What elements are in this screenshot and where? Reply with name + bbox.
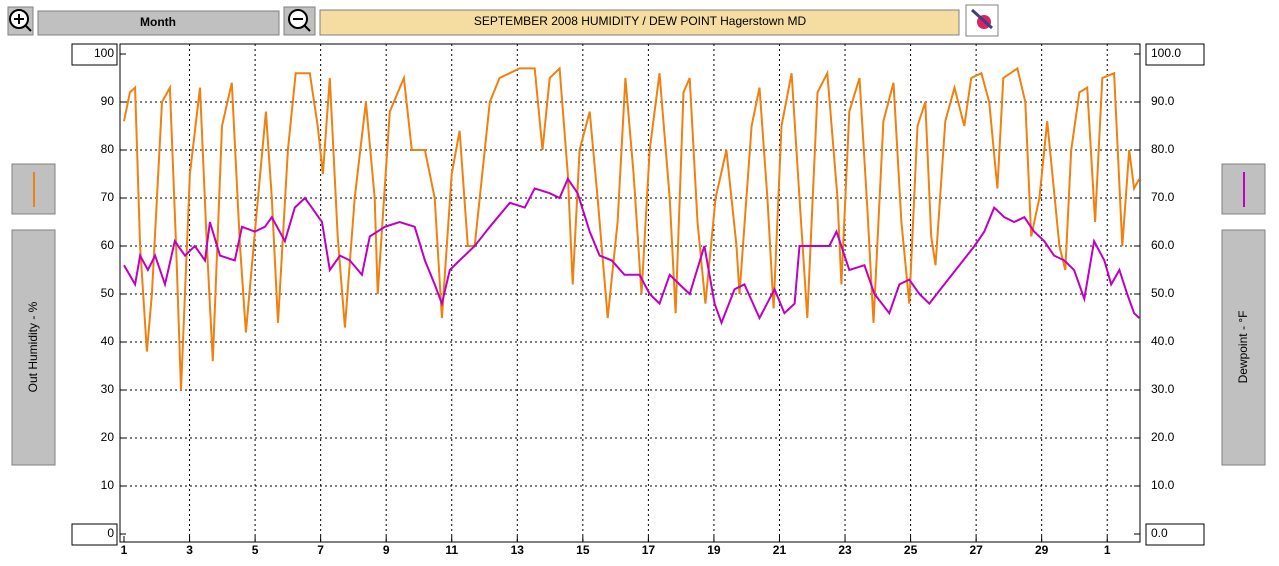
x-tick-label: 19	[707, 543, 721, 557]
y2-tick-label: 0.0	[1151, 526, 1168, 540]
x-tick-label: 15	[576, 543, 590, 557]
y2-tick-label: 30.0	[1151, 382, 1175, 396]
y2-tick-label: 90.0	[1151, 94, 1175, 108]
x-tick-label: 23	[838, 543, 852, 557]
y-tick-label: 90	[101, 94, 115, 108]
x-tick-label: 13	[511, 543, 525, 557]
x-tick-label: 5	[252, 543, 259, 557]
period-button[interactable]	[37, 10, 280, 36]
zoom-out-glyph	[293, 18, 311, 32]
y-tick-label: 10	[101, 478, 115, 492]
y2-tick-label: 100.0	[1151, 46, 1181, 60]
y-tick-label: 0	[107, 526, 114, 540]
chart-title: SEPTEMBER 2008 HUMIDITY / DEW POINT Hage…	[474, 14, 807, 28]
y2-tick-label: 50.0	[1151, 286, 1175, 300]
title-box	[319, 9, 960, 36]
x-tick-label: 11	[445, 543, 458, 557]
x-tick-label: 7	[317, 543, 324, 557]
y2-tick-box	[1145, 43, 1205, 66]
x-tick-label: 1	[1104, 543, 1111, 557]
y-axis-label: Out Humidity - %	[26, 301, 40, 392]
plot	[123, 66, 1141, 391]
y-tick-label: 80	[101, 142, 115, 156]
x-tick-label: 1	[121, 543, 128, 557]
y-tick-box	[71, 43, 118, 66]
y-tick-box	[71, 523, 118, 546]
zoom-in-glyph	[14, 14, 32, 32]
y2-tick-label: 40.0	[1151, 334, 1175, 348]
period-label: Month	[140, 15, 176, 29]
x-tick-label: 25	[904, 543, 918, 557]
y2-tick-label: 20.0	[1151, 430, 1175, 444]
toolbar: Month SEPTEMBER 2008 HUMIDITY / DEW POIN…	[7, 4, 999, 37]
grid: 0 10 20 30 40 50 60 70 80 90 100 0.0 10.0 20.0 30.0 40.…	[71, 43, 1205, 557]
x-tick-label: 9	[383, 543, 390, 557]
dewpoint-axis-button[interactable]	[1221, 229, 1266, 466]
y2-axis-label: Dewpoint - °F	[1236, 311, 1250, 384]
x-tick-label: 3	[186, 543, 193, 557]
y-tick-label: 40	[101, 334, 115, 348]
humidity-axis-button[interactable]	[11, 229, 56, 466]
plot-frame	[119, 43, 1141, 543]
x-tick-label: 27	[969, 543, 983, 557]
x-tick-label: 17	[642, 543, 656, 557]
y2-tick-label: 60.0	[1151, 238, 1175, 252]
y-tick-label: 60	[101, 238, 115, 252]
y-tick-label: 20	[101, 430, 115, 444]
series-line	[123, 176, 1140, 326]
y2-tick-label: 80.0	[1151, 142, 1175, 156]
y-tick-label: 50	[101, 286, 115, 300]
y-tick-label: 30	[101, 382, 115, 396]
tool-icon-pin	[970, 8, 994, 30]
x-tick-label: 29	[1035, 543, 1049, 557]
y2-tick-box	[1145, 523, 1205, 546]
x-tick-label: 21	[773, 543, 787, 557]
y-tick-label: 100	[94, 46, 114, 60]
y2-tick-label: 10.0	[1151, 478, 1175, 492]
y-tick-label: 70	[101, 190, 115, 204]
y2-tick-label: 70.0	[1151, 190, 1175, 204]
